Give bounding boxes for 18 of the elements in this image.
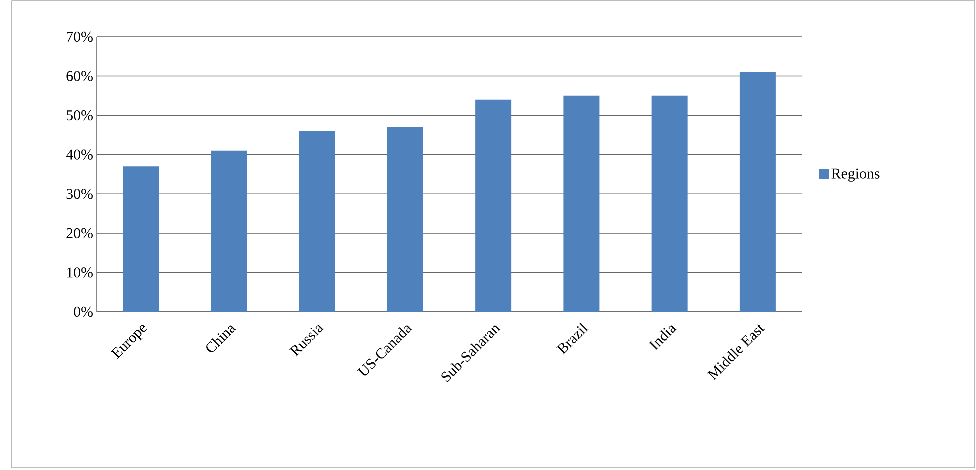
- y-tick-label: 60%: [66, 71, 93, 82]
- bar: [740, 72, 776, 312]
- y-tick-label: 40%: [66, 150, 93, 160]
- bar: [123, 166, 160, 312]
- bar: [476, 100, 512, 312]
- y-tick-label: 50%: [66, 110, 93, 121]
- y-tick-label: 0%: [74, 306, 93, 318]
- x-tick-label: India: [648, 326, 678, 351]
- bar: [299, 131, 336, 312]
- bar: [652, 96, 688, 312]
- y-tick-label: 10%: [67, 268, 93, 278]
- y-tick-label: 70%: [67, 32, 93, 42]
- bar: [387, 127, 424, 312]
- y-tick-label: 20%: [66, 228, 93, 238]
- bar: [211, 150, 248, 312]
- bar: [564, 96, 600, 312]
- legend-label: Regions: [832, 168, 880, 182]
- y-tick-label: 30%: [66, 189, 93, 200]
